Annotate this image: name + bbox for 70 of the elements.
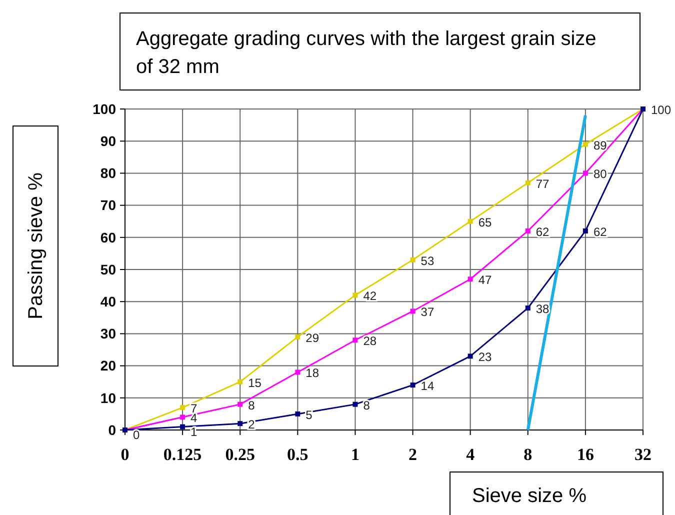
point bbox=[295, 334, 300, 340]
point bbox=[468, 218, 473, 224]
point bbox=[525, 228, 530, 234]
data-label: 15 bbox=[248, 376, 262, 390]
y-tick-label: 0 bbox=[108, 422, 116, 438]
point bbox=[410, 382, 416, 388]
x-tick-label: 2 bbox=[408, 445, 418, 464]
y-tick-label: 20 bbox=[100, 358, 116, 374]
data-label: 5 bbox=[306, 408, 313, 422]
x-tick-label: 0.125 bbox=[163, 445, 202, 464]
point bbox=[295, 411, 300, 416]
y-tick-label: 80 bbox=[100, 165, 116, 182]
point bbox=[410, 257, 416, 262]
point bbox=[582, 142, 588, 147]
y-tick-label: 70 bbox=[100, 197, 116, 214]
point bbox=[352, 292, 358, 298]
x-tick-label: 8 bbox=[524, 445, 532, 464]
point bbox=[238, 402, 243, 407]
y-tick-label: 30 bbox=[100, 326, 116, 342]
y-axis-title: Passing sieve % bbox=[25, 172, 47, 320]
data-label: 47 bbox=[478, 273, 492, 288]
point bbox=[180, 424, 186, 430]
data-label: 23 bbox=[478, 350, 492, 364]
point bbox=[352, 402, 358, 407]
point bbox=[468, 276, 473, 282]
data-label: 4 bbox=[190, 411, 198, 426]
x-tick-label: 16 bbox=[576, 445, 594, 464]
x-tick-label: 0 bbox=[120, 445, 130, 464]
data-label: 8 bbox=[248, 398, 256, 412]
point bbox=[295, 370, 300, 375]
data-label: 29 bbox=[306, 330, 320, 345]
data-label: 100 bbox=[651, 103, 672, 117]
data-label: 89 bbox=[593, 138, 608, 152]
y-tick-label: 10 bbox=[100, 390, 116, 406]
point bbox=[238, 379, 243, 384]
point bbox=[180, 414, 186, 420]
y-tick-label: 90 bbox=[100, 133, 116, 149]
data-label: 65 bbox=[478, 215, 492, 230]
y-tick-label: 60 bbox=[100, 229, 116, 246]
point bbox=[410, 308, 416, 314]
data-label: 14 bbox=[420, 379, 434, 394]
x-axis-title: Sieve size % bbox=[472, 485, 587, 507]
data-label: 53 bbox=[420, 254, 434, 268]
x-tick-label: 4 bbox=[466, 445, 476, 464]
data-label: 37 bbox=[420, 305, 434, 320]
x-tick-label: 0.25 bbox=[225, 445, 255, 464]
data-label: 0 bbox=[133, 428, 140, 442]
point bbox=[238, 421, 243, 426]
x-tick-label: 1 bbox=[350, 445, 360, 464]
data-label: 28 bbox=[363, 334, 377, 348]
data-label: 62 bbox=[593, 224, 608, 239]
point bbox=[352, 338, 358, 343]
point bbox=[582, 228, 588, 234]
point bbox=[180, 405, 186, 410]
data-label: 62 bbox=[536, 224, 550, 239]
point bbox=[582, 170, 588, 176]
point bbox=[468, 354, 473, 359]
y-tick-label: 100 bbox=[92, 100, 116, 117]
y-tick-label: 50 bbox=[100, 261, 116, 278]
y-tick-label: 40 bbox=[100, 294, 116, 310]
x-tick-label: 0.5 bbox=[287, 445, 308, 464]
point bbox=[525, 306, 530, 311]
chart-title: Aggregate grading curves with the largest grain size of 32 mm bbox=[136, 28, 596, 78]
data-label: 38 bbox=[536, 302, 550, 316]
point bbox=[525, 180, 530, 186]
x-tick-label: 32 bbox=[634, 445, 652, 464]
data-label: 18 bbox=[306, 366, 320, 380]
data-label: 77 bbox=[536, 176, 550, 191]
data-label: 42 bbox=[363, 289, 377, 304]
data-label: 8 bbox=[363, 398, 370, 412]
